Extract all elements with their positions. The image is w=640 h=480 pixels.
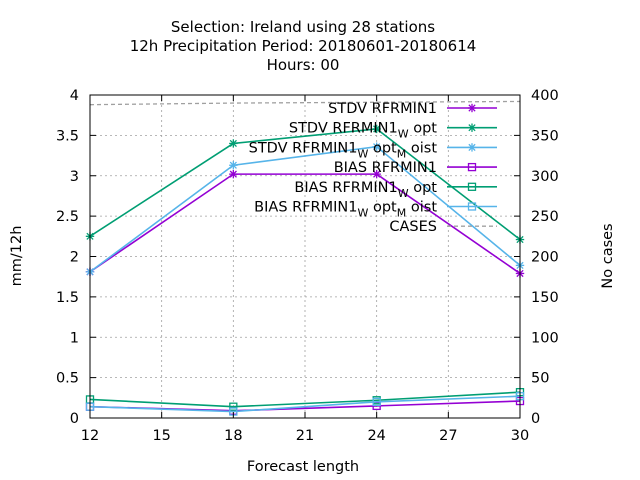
chart-title: Selection: Ireland using 28 stations 12h… <box>130 18 477 74</box>
legend-marker <box>467 162 477 172</box>
y2-tick-label: 150 <box>531 290 559 306</box>
x-tick-label: 21 <box>296 428 314 444</box>
legend-label: STDV RFRMIN1 <box>328 101 437 117</box>
y2-axis-label: No cases <box>600 223 616 288</box>
y-tick-label: 4 <box>70 88 79 104</box>
y2-tick-label: 0 <box>531 411 540 427</box>
legend-marker <box>467 103 477 113</box>
title-line-3: Hours: 00 <box>267 56 340 74</box>
x-tick-label: 18 <box>224 428 242 444</box>
y-tick-label: 3 <box>70 169 79 185</box>
legend-marker <box>467 123 477 132</box>
x-axis-label: Forecast length <box>247 459 359 475</box>
grid <box>90 95 520 418</box>
axis-ticks: 12 15 18 21 24 27 3000.511.522.533.54050100150… <box>56 88 559 444</box>
legend-entry-3: BIAS RFRMIN1 <box>334 160 497 176</box>
data-point-5-2 <box>372 397 381 407</box>
y-tick-label: 2 <box>70 250 79 266</box>
data-point-0-2 <box>372 169 381 179</box>
series-line-1 <box>89 128 521 241</box>
legend-marker <box>467 182 477 191</box>
y-tick-label: 1 <box>70 330 79 346</box>
legend-entry-2: STDV RFRMIN1W optM oist <box>249 140 497 160</box>
data-point-1-2 <box>372 124 381 134</box>
legend-label: CASES <box>389 219 437 235</box>
legend-marker <box>467 202 477 211</box>
y2-tick-label: 100 <box>531 330 559 346</box>
y-axis-label: mm/12h <box>9 226 25 287</box>
y2-tick-label: 350 <box>531 128 559 144</box>
title-line-1: Selection: Ireland using 28 stations <box>171 18 435 36</box>
y2-tick-label: 250 <box>531 209 559 225</box>
y-tick-label: 0 <box>70 411 79 427</box>
legend-entry-1: STDV RFRMIN1W opt <box>289 121 497 141</box>
x-tick-label: 15 <box>152 428 170 444</box>
y2-tick-label: 400 <box>531 88 559 104</box>
series-line-4 <box>89 391 521 408</box>
y-tick-label: 0.5 <box>56 371 79 387</box>
y-tick-label: 2.5 <box>56 209 79 225</box>
x-tick-label: 12 <box>81 428 99 444</box>
legend-entry-6: CASES <box>389 219 497 235</box>
legend-label: STDV RFRMIN1W opt <box>289 121 437 141</box>
data-point-0-1 <box>229 169 238 179</box>
title-line-2: 12h Precipitation Period: 20180601-20180… <box>130 37 477 55</box>
y-tick-label: 1.5 <box>56 290 79 306</box>
series-line-5 <box>89 395 521 413</box>
legend-marker <box>467 143 477 152</box>
legend-label: STDV RFRMIN1W optM oist <box>249 140 438 160</box>
y2-tick-label: 300 <box>531 169 559 185</box>
data-point-2-1 <box>229 161 238 170</box>
x-tick-label: 30 <box>511 428 529 444</box>
x-tick-label: 24 <box>367 428 385 444</box>
legend-label: BIAS RFRMIN1W opt <box>294 180 437 200</box>
series-line-0 <box>89 173 521 275</box>
legend-label: BIAS RFRMIN1W optM oist <box>254 200 437 220</box>
y-tick-label: 3.5 <box>56 128 79 144</box>
data-point-4-1 <box>229 402 238 411</box>
legend-entry-4: BIAS RFRMIN1W opt <box>294 180 497 200</box>
legend-label: BIAS RFRMIN1 <box>334 160 437 176</box>
data-point-2-2 <box>372 142 381 151</box>
legend-entry-0: STDV RFRMIN1 <box>328 101 497 117</box>
y2-tick-label: 200 <box>531 250 559 266</box>
legend-entry-5: BIAS RFRMIN1W optM oist <box>254 200 497 220</box>
series-line-6 <box>89 100 521 106</box>
y2-tick-label: 50 <box>531 371 549 387</box>
x-tick-label: 27 <box>439 428 457 444</box>
data-point-1-1 <box>229 139 238 148</box>
